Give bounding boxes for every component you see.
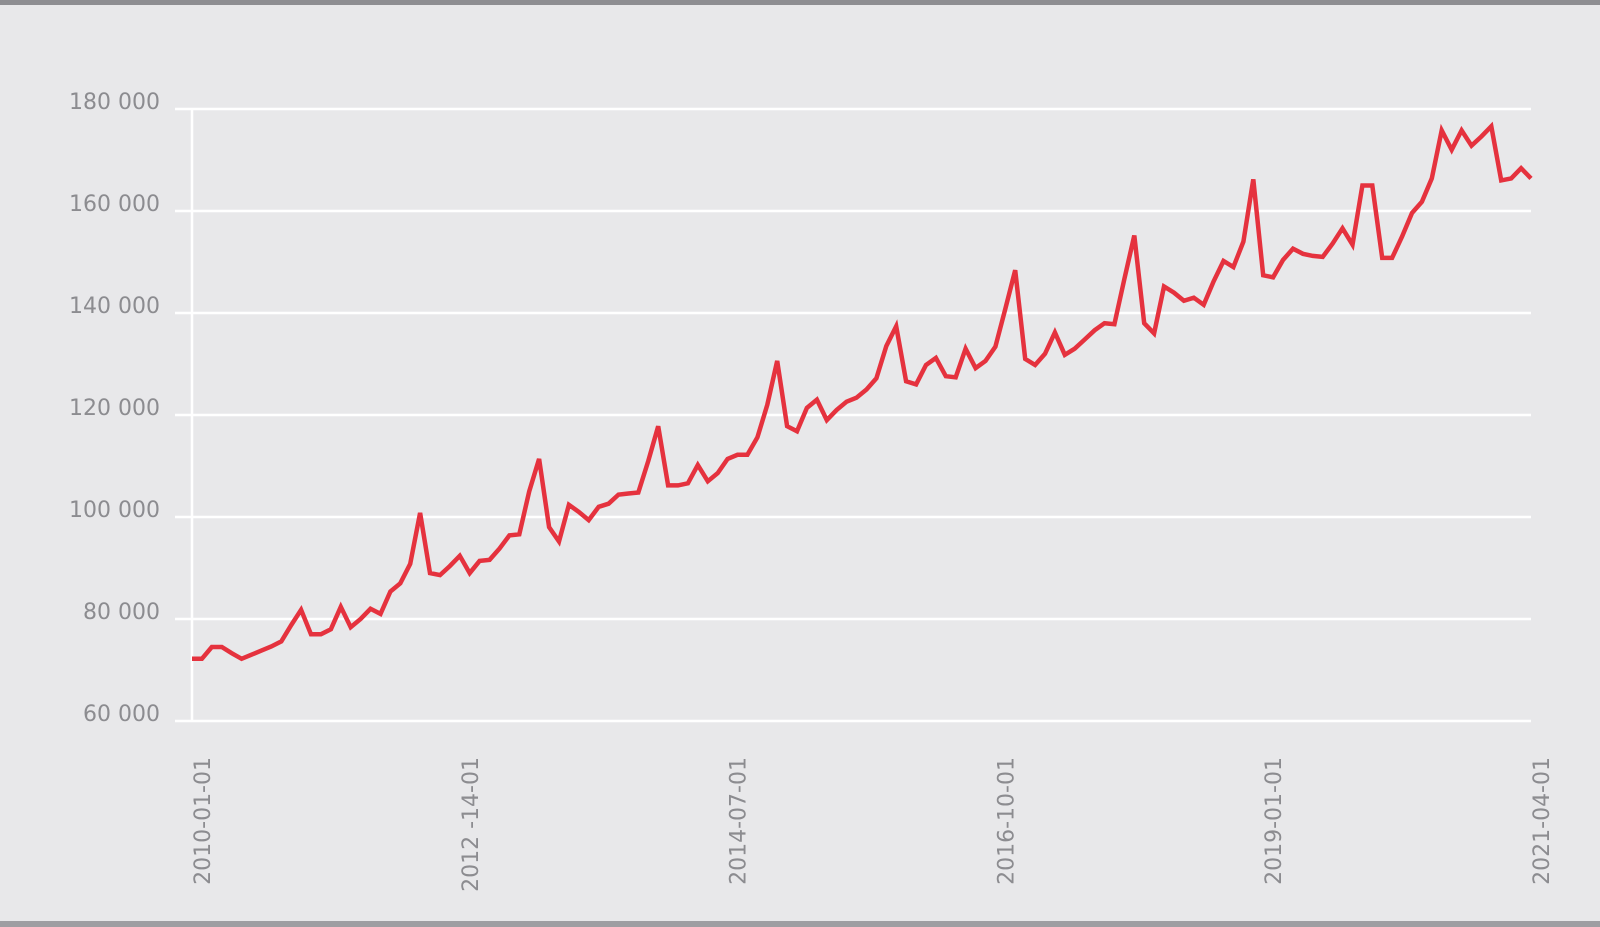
x-tick-label: 2014-07-01: [727, 757, 752, 885]
top-border: [0, 0, 1600, 5]
x-tick-label: 2012 -14-01: [459, 757, 484, 892]
y-tick-label: 80 000: [83, 600, 160, 625]
y-tick-label: 180 000: [69, 90, 160, 115]
x-tick-label: 2019-01-01: [1262, 757, 1287, 885]
x-tick-label: 2016-10-01: [994, 757, 1019, 885]
y-tick-label: 140 000: [69, 294, 160, 319]
data-line: [192, 121, 1533, 662]
y-tick-label: 120 000: [69, 396, 160, 421]
y-tick-label: 60 000: [83, 702, 160, 727]
y-tick-label: 160 000: [69, 192, 160, 217]
x-tick-label: 2010-01-01: [191, 757, 216, 885]
y-tick-label: 100 000: [69, 498, 160, 523]
x-tick-label: 2021-04-01: [1530, 757, 1555, 885]
bottom-border: [0, 921, 1600, 927]
